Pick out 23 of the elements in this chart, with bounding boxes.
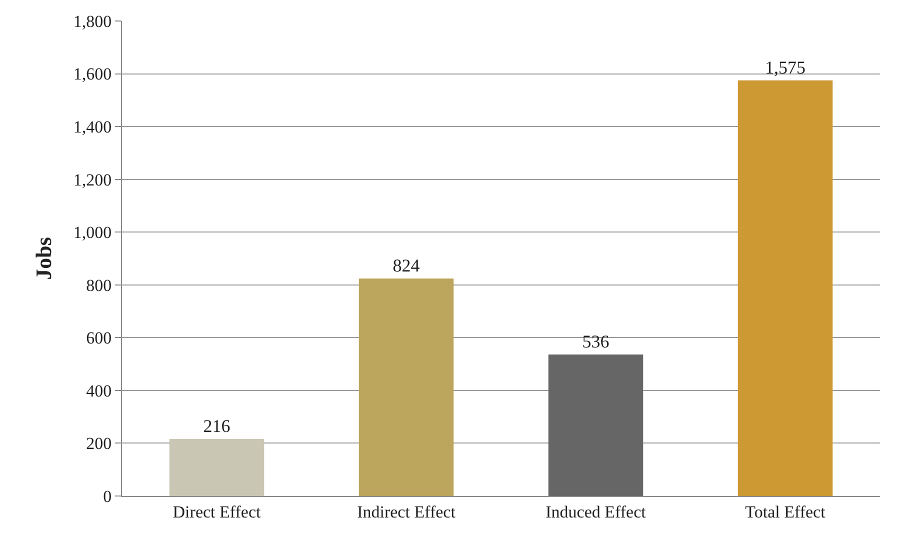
y-tick-label: 200 [86, 434, 112, 454]
y-tick-label: 800 [86, 276, 112, 295]
y-axis-title: Jobs [31, 236, 56, 280]
x-tick-label: Total Effect [745, 502, 826, 522]
y-tick-label: 1,600 [73, 64, 112, 84]
bar [548, 354, 644, 496]
y-tick-label: 1,800 [73, 12, 112, 31]
data-label: 536 [582, 332, 610, 352]
data-label: 216 [203, 416, 230, 436]
data-label: 1,575 [765, 57, 806, 78]
y-tick-label: 0 [103, 486, 112, 506]
x-tick-label: Indirect Effect [357, 502, 456, 522]
bar [738, 80, 833, 496]
y-tick-label: 1,000 [73, 223, 112, 242]
bar [169, 439, 264, 496]
bar [358, 278, 454, 496]
x-tick-label: Induced Effect [546, 502, 646, 522]
y-tick-label: 1,400 [73, 118, 112, 137]
y-tick-label: 400 [86, 381, 112, 400]
data-label: 824 [392, 256, 420, 276]
x-tick-label: Direct Effect [172, 502, 261, 522]
y-tick-label: 1,200 [73, 170, 112, 190]
y-tick-label: 600 [86, 328, 112, 348]
